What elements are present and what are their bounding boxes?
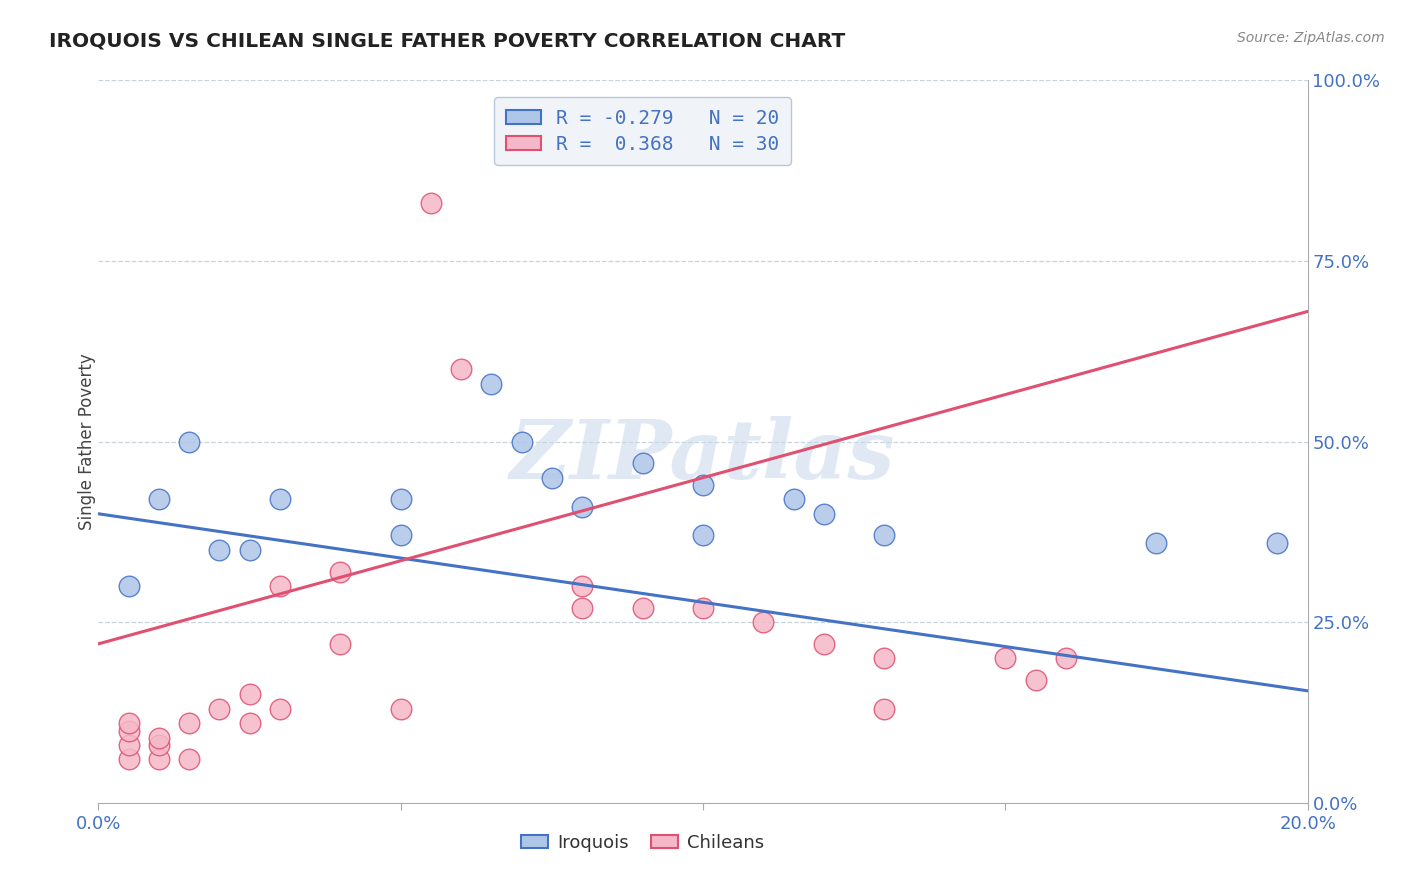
Point [873,702,896,716]
Point [481,376,503,391]
Point [1024,673,1046,687]
Point [540,470,562,484]
Legend: Iroquois, Chileans: Iroquois, Chileans [515,826,770,859]
Point [118,752,141,766]
Point [692,600,714,615]
Text: ZIPatlas: ZIPatlas [510,416,896,496]
Point [148,752,170,766]
Point [148,738,170,752]
Point [752,615,775,630]
Point [631,600,654,615]
Point [239,687,262,701]
Point [631,456,654,470]
Point [813,507,835,521]
Point [329,565,352,579]
Point [571,600,593,615]
Point [692,478,714,492]
Point [118,723,141,738]
Point [208,542,231,557]
Point [1054,651,1077,665]
Point [269,579,291,593]
Point [994,651,1017,665]
Point [389,492,412,507]
Point [1267,535,1289,549]
Point [269,492,291,507]
Point [269,702,291,716]
Point [420,196,443,211]
Y-axis label: Single Father Poverty: Single Father Poverty [79,353,96,530]
Point [148,492,170,507]
Point [329,637,352,651]
Point [692,528,714,542]
Point [873,528,896,542]
Point [571,500,593,514]
Point [783,492,806,507]
Point [813,637,835,651]
Point [389,528,412,542]
Point [148,731,170,745]
Point [118,716,141,731]
Text: Source: ZipAtlas.com: Source: ZipAtlas.com [1237,31,1385,45]
Point [239,716,262,731]
Point [118,738,141,752]
Point [873,651,896,665]
Point [118,579,141,593]
Point [571,579,593,593]
Text: IROQUOIS VS CHILEAN SINGLE FATHER POVERTY CORRELATION CHART: IROQUOIS VS CHILEAN SINGLE FATHER POVERT… [49,31,845,50]
Point [450,362,472,376]
Point [239,542,262,557]
Point [510,434,533,449]
Point [389,702,412,716]
Point [179,434,201,449]
Point [208,702,231,716]
Point [1144,535,1167,549]
Point [179,716,201,731]
Point [179,752,201,766]
